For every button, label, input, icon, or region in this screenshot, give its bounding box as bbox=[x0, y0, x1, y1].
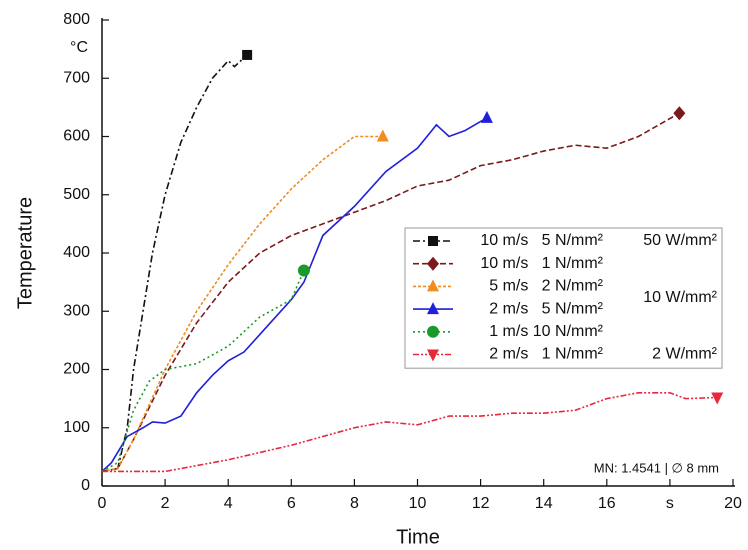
series-line bbox=[101, 54, 248, 473]
end-marker bbox=[376, 129, 389, 142]
series-line bbox=[101, 112, 680, 473]
legend-marker bbox=[427, 325, 439, 338]
end-marker bbox=[711, 392, 724, 405]
y-axis-title: Temperature bbox=[14, 197, 36, 309]
y-tick-label: 300 bbox=[63, 302, 90, 319]
legend-label: 10 m/s 5 N/mm² bbox=[480, 232, 603, 249]
legend-label: 5 m/s 2 N/mm² bbox=[489, 278, 603, 295]
y-tick-label: 700 bbox=[63, 69, 90, 86]
series-line bbox=[101, 270, 305, 473]
legend-marker bbox=[427, 302, 439, 315]
x-tick-label: 8 bbox=[350, 495, 359, 512]
legend-label: 2 m/s 1 N/mm² bbox=[489, 346, 603, 363]
legend-marker bbox=[428, 236, 438, 246]
legend-group-label: 2 W/mm² bbox=[652, 346, 718, 363]
series-line bbox=[101, 117, 488, 473]
x-tick-label: 2 bbox=[161, 495, 170, 512]
x-tick-label: 20 bbox=[724, 495, 742, 512]
x-tick-label: 10 bbox=[409, 495, 427, 512]
annotation: MN: 1.4541 | ∅ 8 mm bbox=[594, 460, 719, 475]
end-marker bbox=[480, 110, 493, 123]
y-tick-label: 400 bbox=[63, 244, 90, 261]
series-line bbox=[102, 392, 718, 473]
legend-group-label: 10 W/mm² bbox=[643, 289, 717, 306]
x-tick-label: 6 bbox=[287, 495, 296, 512]
legend-label: 1 m/s 10 N/mm² bbox=[489, 323, 603, 340]
y-tick-label: 0 bbox=[81, 477, 90, 494]
x-tick-label: 0 bbox=[98, 495, 107, 512]
y-tick-label: 500 bbox=[63, 186, 90, 203]
legend-label: 10 m/s 1 N/mm² bbox=[480, 255, 603, 272]
y-tick-label: 600 bbox=[63, 128, 90, 145]
legend-marker bbox=[427, 256, 439, 271]
x-tick-label: 4 bbox=[224, 495, 233, 512]
y-unit: °C bbox=[70, 39, 88, 56]
x-tick-label: s bbox=[666, 495, 674, 512]
x-tick-label: 16 bbox=[598, 495, 616, 512]
y-tick-label: 200 bbox=[63, 361, 90, 378]
legend-group-label: 50 W/mm² bbox=[643, 232, 717, 249]
legend-box bbox=[404, 227, 723, 369]
legend-marker bbox=[427, 349, 439, 362]
x-axis-title: Time bbox=[396, 526, 440, 548]
x-tick-label: 14 bbox=[535, 495, 553, 512]
x-tick-label: 12 bbox=[472, 495, 490, 512]
y-tick-label: 100 bbox=[63, 419, 90, 436]
legend-marker bbox=[427, 279, 439, 292]
end-marker bbox=[242, 49, 253, 60]
end-marker bbox=[297, 264, 310, 277]
legend-label: 2 m/s 5 N/mm² bbox=[489, 300, 603, 317]
end-marker bbox=[673, 106, 686, 121]
y-tick-label: 800 bbox=[63, 11, 90, 28]
